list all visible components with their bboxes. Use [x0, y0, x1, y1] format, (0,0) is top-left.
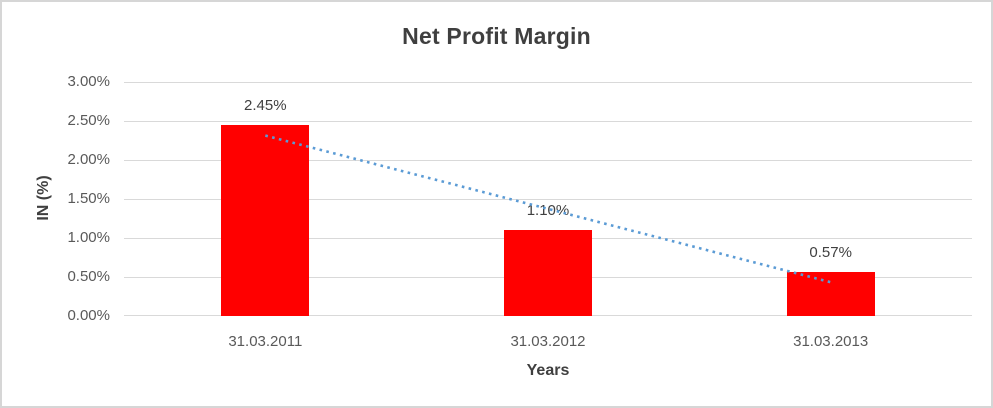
y-tick-label: 2.00% — [67, 151, 110, 168]
chart-title: Net Profit Margin — [402, 23, 591, 49]
bar-31.03.2011 — [221, 124, 310, 316]
y-tick-label: 1.00% — [67, 229, 110, 246]
y-tick-label: 0.50% — [67, 268, 110, 285]
y-tick-label: 0.00% — [67, 307, 110, 324]
plot-area: 2.45% 1.10% 0.57% — [124, 82, 972, 316]
bar-31.03.2012 — [504, 230, 592, 316]
y-tick-label: 3.00% — [67, 73, 110, 90]
bar-31.03.2013 — [786, 271, 875, 316]
x-axis-title: Years — [526, 362, 570, 379]
x-category-label: 31.03.2011 — [228, 333, 303, 350]
bar-data-label: 2.45% — [244, 96, 287, 114]
y-tick-label: 1.50% — [67, 190, 110, 207]
x-category-label: 31.03.2013 — [793, 333, 869, 350]
x-category-label: 31.03.2012 — [510, 333, 586, 350]
y-tick-label: 2.50% — [67, 112, 110, 129]
trendline-dotted-line — [265, 134, 831, 284]
bar-data-label: 0.57% — [809, 243, 852, 261]
gridline — [124, 82, 972, 83]
gridline — [124, 199, 972, 200]
gridline — [124, 121, 972, 122]
trendline — [265, 134, 831, 284]
gridline — [124, 160, 972, 161]
